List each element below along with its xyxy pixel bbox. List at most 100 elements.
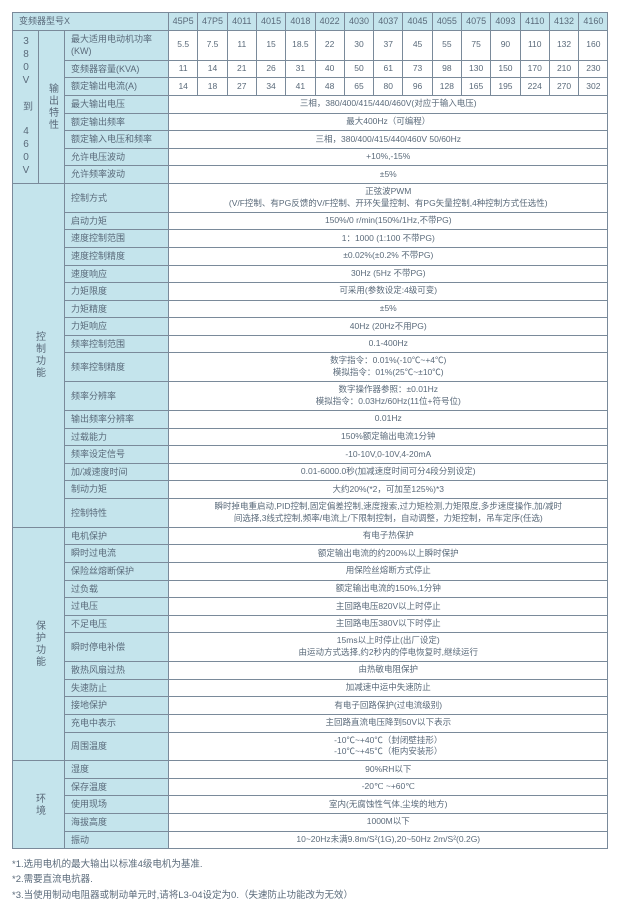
data-span: 1000M以下 — [169, 814, 608, 832]
row-label: 最大适用电动机功率(KW) — [65, 30, 169, 60]
row-label: 使用现场 — [65, 796, 169, 814]
data-cell: 90 — [491, 30, 520, 60]
row-label: 不足电压 — [65, 615, 169, 633]
data-span: 额定输出电流的150%,1分钟 — [169, 580, 608, 598]
data-cell: 132 — [549, 30, 578, 60]
data-span: 大约20%(*2，可加至125%)*3 — [169, 481, 608, 499]
data-span: 90%RH以下 — [169, 761, 608, 779]
footnote-line: *1.选用电机的最大输出以标准4级电机为基准. — [12, 857, 608, 872]
data-span: 三相，380/400/415/440/460V 50/60Hz — [169, 131, 608, 149]
data-cell: 37 — [374, 30, 403, 60]
row-label: 允许频率波动 — [65, 166, 169, 184]
model-header: 4030 — [344, 13, 373, 31]
row-label: 瞬时过电流 — [65, 545, 169, 563]
row-label: 控制方式 — [65, 183, 169, 212]
data-span: 额定输出电流的约200%以上瞬时保护 — [169, 545, 608, 563]
spec-table: 变频器型号X45P547P540114015401840224030403740… — [12, 12, 608, 849]
data-cell: 14 — [198, 60, 227, 78]
data-cell: 11 — [169, 60, 198, 78]
data-cell: 210 — [549, 60, 578, 78]
footnote-line: *2.需要直流电抗器. — [12, 872, 608, 887]
row-label: 过载能力 — [65, 428, 169, 446]
row-label: 最大输出电压 — [65, 95, 169, 113]
row-label: 控制特性 — [65, 499, 169, 528]
data-cell: 55 — [432, 30, 461, 60]
data-cell: 14 — [169, 78, 198, 96]
data-cell: 11 — [227, 30, 256, 60]
row-label: 频率分辨率 — [65, 382, 169, 411]
data-span: -10-10V,0-10V,4-20mA — [169, 446, 608, 464]
data-span: 有电子回路保护(过电流级别) — [169, 697, 608, 715]
data-cell: 61 — [374, 60, 403, 78]
data-span: +10%,-15% — [169, 148, 608, 166]
data-cell: 302 — [579, 78, 608, 96]
data-cell: 130 — [462, 60, 491, 78]
data-cell: 165 — [462, 78, 491, 96]
data-span: ±0.02%(±0.2% 不带PG) — [169, 247, 608, 265]
model-header: 4045 — [403, 13, 432, 31]
data-span: -20℃ ~+60℃ — [169, 778, 608, 796]
row-label: 额定输出频率 — [65, 113, 169, 131]
row-label: 频率控制精度 — [65, 353, 169, 382]
data-cell: 80 — [374, 78, 403, 96]
data-span: 加减速中运中失速防止 — [169, 679, 608, 697]
section-env: 环境 — [13, 761, 65, 849]
row-label: 保存温度 — [65, 778, 169, 796]
section-control: 控制功能 — [13, 183, 65, 527]
model-header: 4037 — [374, 13, 403, 31]
data-cell: 73 — [403, 60, 432, 78]
data-cell: 41 — [286, 78, 315, 96]
row-label: 速度控制精度 — [65, 247, 169, 265]
data-span: ±5% — [169, 166, 608, 184]
data-cell: 5.5 — [169, 30, 198, 60]
data-span: 30Hz (5Hz 不带PG) — [169, 265, 608, 283]
data-cell: 224 — [520, 78, 549, 96]
data-cell: 50 — [344, 60, 373, 78]
data-span: 150%额定输出电流1分钟 — [169, 428, 608, 446]
data-cell: 150 — [491, 60, 520, 78]
data-cell: 75 — [462, 30, 491, 60]
row-label: 额定输出电流(A) — [65, 78, 169, 96]
row-label: 周围温度 — [65, 732, 169, 761]
data-cell: 48 — [315, 78, 344, 96]
data-cell: 18 — [198, 78, 227, 96]
row-label: 频率设定信号 — [65, 446, 169, 464]
data-span: 主回路电压380V以下时停止 — [169, 615, 608, 633]
row-label: 湿度 — [65, 761, 169, 779]
data-span: 瞬时掉电重启动,PID控制,固定偏差控制,速度搜索,过力矩检测,力矩限度,多步速… — [169, 499, 608, 528]
row-label: 散热风扇过热 — [65, 662, 169, 680]
row-label: 力矩限度 — [65, 283, 169, 301]
data-cell: 34 — [256, 78, 285, 96]
row-label: 充电中表示 — [65, 714, 169, 732]
data-cell: 65 — [344, 78, 373, 96]
row-label: 电机保护 — [65, 527, 169, 545]
data-span: 150%/0 r/min(150%/1Hz,不带PG) — [169, 212, 608, 230]
row-label: 速度控制范围 — [65, 230, 169, 248]
data-span: 可采用(参数设定:4级可变) — [169, 283, 608, 301]
data-span: 由热敏电阻保护 — [169, 662, 608, 680]
data-cell: 170 — [520, 60, 549, 78]
footnote-line: *3.当使用制动电阻器或制动单元时,请将L3-04设定为0.（失速防止功能改为无… — [12, 888, 608, 903]
row-label: 频率控制范围 — [65, 335, 169, 353]
data-cell: 45 — [403, 30, 432, 60]
data-cell: 26 — [256, 60, 285, 78]
footnotes: *1.选用电机的最大输出以标准4级电机为基准.*2.需要直流电抗器.*3.当使用… — [12, 857, 608, 903]
row-label: 额定输入电压和频率 — [65, 131, 169, 149]
model-row-label: 变频器型号X — [13, 13, 169, 31]
data-span: 数字指令：0.01%(-10℃~+4℃)模拟指令：01%(25℃~±10℃) — [169, 353, 608, 382]
model-header: 4018 — [286, 13, 315, 31]
model-header: 4011 — [227, 13, 256, 31]
data-span: 用保险丝熔断方式停止 — [169, 562, 608, 580]
row-label: 速度响应 — [65, 265, 169, 283]
data-span: 0.1-400Hz — [169, 335, 608, 353]
data-span: 15ms以上时停止(出厂设定)由运动方式选择,约2秒内的停电恢复时,继续运行 — [169, 633, 608, 662]
row-label: 振动 — [65, 831, 169, 849]
row-label: 加/减速度时间 — [65, 463, 169, 481]
model-header: 4132 — [549, 13, 578, 31]
data-span: -10℃~+40℃（封闭壁挂形）-10℃~+45℃（柜内安装形） — [169, 732, 608, 761]
data-span: ±5% — [169, 300, 608, 318]
data-cell: 128 — [432, 78, 461, 96]
data-span: 0.01Hz — [169, 411, 608, 429]
row-label: 瞬时停电补偿 — [65, 633, 169, 662]
data-cell: 21 — [227, 60, 256, 78]
